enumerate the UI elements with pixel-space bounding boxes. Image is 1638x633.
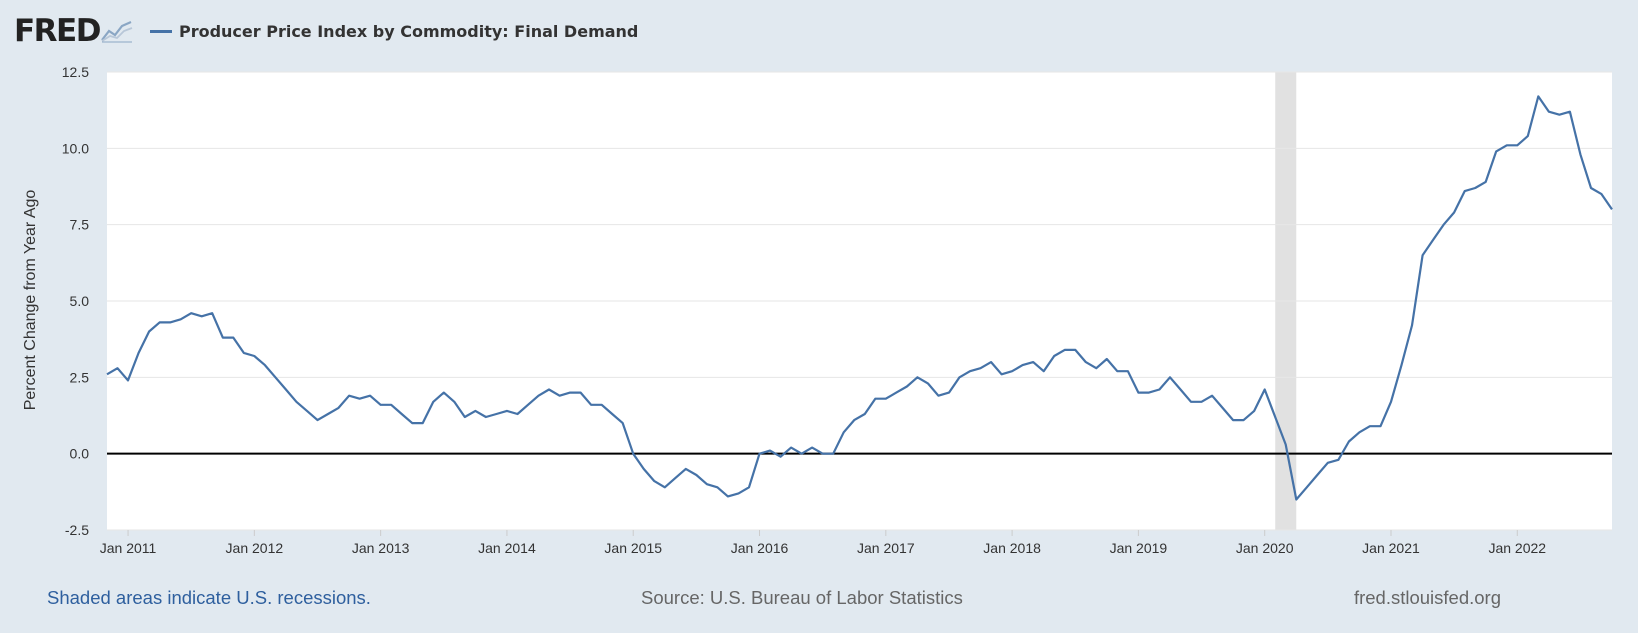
y-tick-label: 10.0 bbox=[62, 140, 89, 156]
x-tick-label: Jan 2019 bbox=[1110, 540, 1168, 556]
fred-logo[interactable]: FRED bbox=[14, 12, 134, 49]
x-axis-ticks: Jan 2011 Jan 2012 Jan 2013 Jan 2014 Jan 2015… bbox=[100, 530, 1546, 556]
x-tick-label: Jan 2017 bbox=[857, 540, 915, 556]
y-axis-label: Percent Change from Year Ago bbox=[22, 190, 39, 411]
legend: Producer Price Index by Commodity: Final… bbox=[149, 21, 639, 41]
x-tick-label: Jan 2015 bbox=[604, 540, 662, 556]
chart-svg: -2.50.02.55.07.510.012.5 Jan 2011 Jan 201… bbox=[22, 64, 1613, 556]
x-tick-label: Jan 2022 bbox=[1488, 540, 1546, 556]
y-tick-label: 7.5 bbox=[70, 217, 90, 233]
legend-label: Producer Price Index by Commodity: Final… bbox=[178, 21, 639, 41]
chart-header: FRED Producer Price Index by Commodity: … bbox=[14, 14, 638, 48]
series-layer bbox=[106, 95, 1613, 501]
x-tick-label: Jan 2012 bbox=[226, 540, 284, 556]
gridlines bbox=[107, 71, 1612, 531]
fred-graph-icon bbox=[101, 20, 133, 43]
series-line bbox=[106, 95, 1613, 501]
y-tick-label: -2.5 bbox=[65, 522, 89, 538]
x-tick-label: Jan 2013 bbox=[352, 540, 410, 556]
y-tick-label: 0.0 bbox=[70, 446, 90, 462]
source-note: Source: U.S. Bureau of Labor Statistics bbox=[641, 587, 963, 608]
recession-note: Shaded areas indicate U.S. recessions. bbox=[47, 587, 371, 608]
fred-logo-text: FRED bbox=[14, 12, 101, 49]
x-tick-label: Jan 2011 bbox=[100, 540, 157, 556]
legend-swatch bbox=[149, 29, 172, 33]
x-tick-label: Jan 2020 bbox=[1236, 540, 1294, 556]
site-link[interactable]: fred.stlouisfed.org bbox=[1353, 587, 1501, 608]
y-tick-label: 12.5 bbox=[62, 64, 89, 80]
y-tick-label: 5.0 bbox=[70, 293, 90, 309]
x-tick-label: Jan 2016 bbox=[731, 540, 789, 556]
x-tick-label: Jan 2021 bbox=[1362, 540, 1420, 556]
y-tick-label: 2.5 bbox=[70, 369, 90, 385]
x-tick-label: Jan 2018 bbox=[983, 540, 1041, 556]
x-tick-label: Jan 2014 bbox=[478, 540, 536, 556]
y-axis-ticks: -2.5 0.0 2.5 5.0 7.5 10.0 12.5 bbox=[62, 64, 89, 538]
